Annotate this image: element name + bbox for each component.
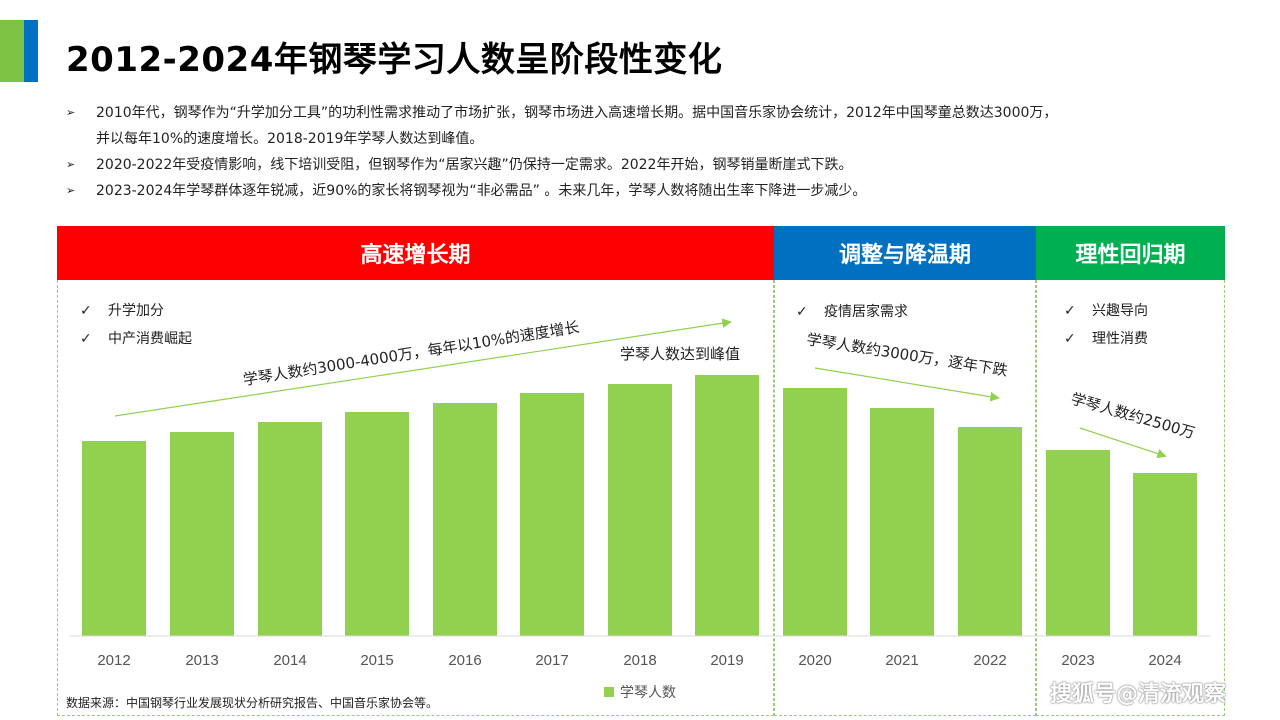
phase-panel-growth: [57, 280, 774, 716]
title-accent-bar: [0, 20, 40, 82]
bar-2016: [433, 403, 497, 636]
annotation-rational: 学琴人数约2500万: [1069, 390, 1197, 443]
bar-2012: [82, 441, 146, 636]
bullet-item: ➢ 2023-2024年学琴群体逐年锐减，近90%的家长将钢琴视为“非必需品” …: [66, 178, 1226, 204]
check-label: 理性消费: [1092, 331, 1148, 347]
phase-panel-rational: [1036, 280, 1225, 716]
x-tick-label: 2015: [360, 652, 393, 669]
x-tick-label: 2023: [1061, 652, 1094, 669]
check-icon: ✓: [1064, 331, 1076, 347]
bar-2023: [1046, 450, 1110, 636]
bar-2018: [608, 384, 672, 636]
bar-2014: [258, 422, 322, 636]
x-tick-label: 2013: [185, 652, 218, 669]
phase-checks-adjustment: ✓ 疫情居家需求: [796, 298, 908, 326]
bullet-list: ➢ 2010年代，钢琴作为“升学加分工具”的功利性需求推动了市场扩张，钢琴市场进…: [66, 100, 1226, 204]
bullet-text-line: 2010年代，钢琴作为“升学加分工具”的功利性需求推动了市场扩张，钢琴市场进入高…: [96, 105, 1058, 121]
chart-legend: 学琴人数: [604, 682, 676, 702]
x-tick-label: 2021: [885, 652, 918, 669]
x-tick-label: 2014: [273, 652, 306, 669]
bar-2020: [783, 388, 847, 636]
phase-checks-rational: ✓ 兴趣导向 ✓ 理性消费: [1064, 297, 1148, 353]
annotation-growth: 学琴人数约3000-4000万，每年以10%的速度增长: [242, 318, 581, 389]
x-tick-label: 2012: [97, 652, 130, 669]
bar-2015: [345, 412, 409, 636]
bar-2017: [520, 393, 584, 636]
trend-arrow-decline: [814, 367, 1000, 402]
bar-2019: [695, 375, 759, 636]
bullet-item: ➢ 2020-2022年受疫情影响，线下培训受阻，但钢琴作为“居家兴趣”仍保持一…: [66, 152, 1226, 178]
check-item: ✓ 升学加分: [80, 297, 192, 325]
check-label: 中产消费崛起: [108, 331, 192, 347]
check-label: 升学加分: [108, 303, 164, 319]
check-icon: ✓: [796, 304, 808, 320]
bullet-text-line: 2020-2022年受疫情影响，线下培训受阻，但钢琴作为“居家兴趣”仍保持一定需…: [96, 157, 853, 173]
check-label: 兴趣导向: [1092, 303, 1148, 319]
check-icon: ✓: [80, 331, 92, 347]
check-icon: ✓: [80, 303, 92, 319]
bar-2022: [958, 427, 1022, 636]
legend-label: 学琴人数: [620, 685, 676, 701]
legend-swatch: [604, 687, 614, 697]
accent-green-block: [0, 20, 24, 82]
bar-2021: [870, 408, 934, 636]
x-tick-label: 2018: [623, 652, 656, 669]
annotation-decline: 学琴人数约3000万，逐年下跌: [805, 330, 1009, 380]
check-item: ✓ 理性消费: [1064, 325, 1148, 353]
trend-arrow-rational: [1079, 427, 1167, 459]
bullet-text-line: 2023-2024年学琴群体逐年锐减，近90%的家长将钢琴视为“非必需品” 。未…: [96, 183, 867, 199]
trend-arrow-growth: [114, 318, 732, 417]
phase-header-growth: 高速增长期: [57, 226, 774, 280]
annotation-peak: 学琴人数达到峰值: [620, 345, 740, 363]
x-tick-label: 2022: [973, 652, 1006, 669]
data-source-note: 数据来源：中国钢琴行业发展现状分析研究报告、中国音乐家协会等。: [66, 696, 439, 710]
phase-header-adjustment: 调整与降温期: [774, 226, 1036, 280]
phase-checks-growth: ✓ 升学加分 ✓ 中产消费崛起: [80, 297, 192, 353]
check-item: ✓ 疫情居家需求: [796, 298, 908, 326]
check-item: ✓ 中产消费崛起: [80, 325, 192, 353]
x-tick-label: 2017: [535, 652, 568, 669]
x-tick-label: 2024: [1148, 652, 1181, 669]
bar-2024: [1133, 473, 1197, 636]
bar-2013: [170, 432, 234, 636]
bullet-arrow-icon: ➢: [66, 158, 76, 171]
x-tick-label: 2016: [448, 652, 481, 669]
x-tick-label: 2019: [710, 652, 743, 669]
bullet-text-line: 并以每年10%的速度增长。2018-2019年学琴人数达到峰值。: [96, 131, 484, 147]
watermark: 搜狐号@清流观察: [1050, 682, 1227, 707]
bullet-arrow-icon: ➢: [66, 106, 76, 119]
page-title: 2012-2024年钢琴学习人数呈阶段性变化: [66, 40, 723, 80]
bullet-item: ➢ 2010年代，钢琴作为“升学加分工具”的功利性需求推动了市场扩张，钢琴市场进…: [66, 100, 1226, 152]
phase-panel-adjustment: [774, 280, 1036, 716]
check-item: ✓ 兴趣导向: [1064, 297, 1148, 325]
check-label: 疫情居家需求: [824, 304, 908, 320]
x-tick-label: 2020: [798, 652, 831, 669]
bullet-arrow-icon: ➢: [66, 184, 76, 197]
accent-blue-block: [24, 20, 38, 82]
phase-header-rational: 理性回归期: [1036, 226, 1225, 280]
check-icon: ✓: [1064, 303, 1076, 319]
